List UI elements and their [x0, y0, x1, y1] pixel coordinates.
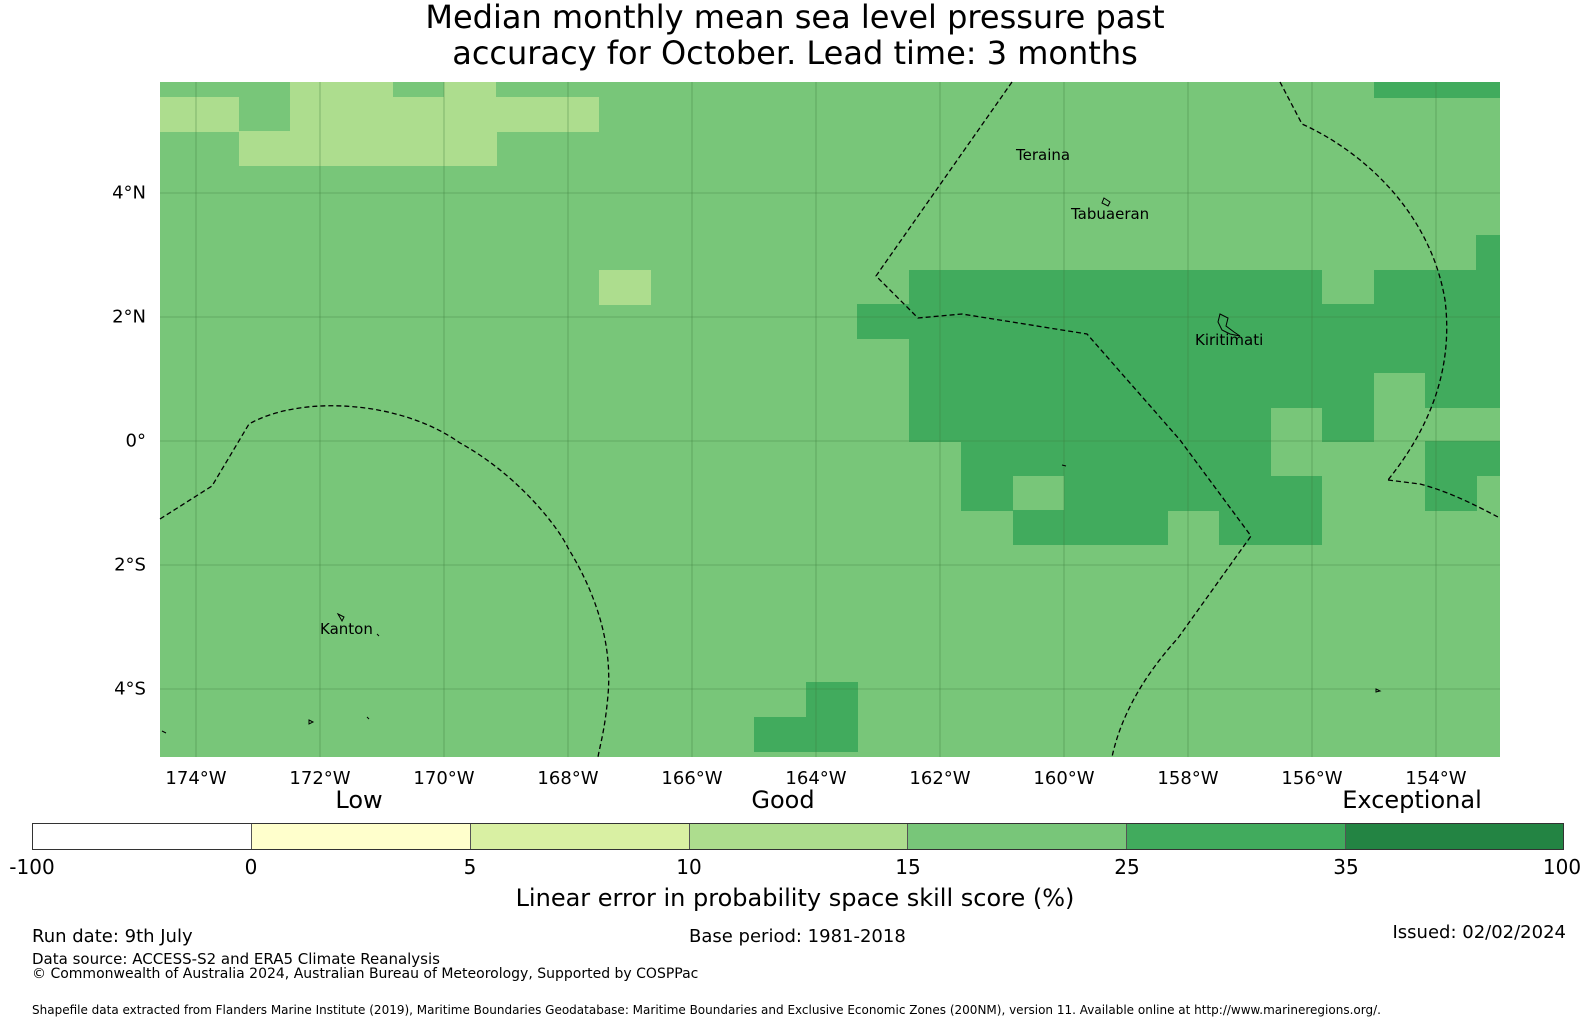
- colorbar-segment: [251, 824, 471, 849]
- colorbar-tick-label: 5: [463, 855, 477, 879]
- chart-title-line-2: accuracy for October. Lead time: 3 month…: [452, 34, 1138, 72]
- island-outlines: [161, 197, 1382, 734]
- colorbar-tick-label: 25: [1114, 855, 1140, 879]
- colorbar-tick-label: 0: [244, 855, 258, 879]
- shapefile-credit: Shapefile data extracted from Flanders M…: [32, 1003, 1381, 1017]
- colorbar-segment: [470, 824, 690, 849]
- colorbar-tick-label: -100: [9, 855, 55, 879]
- x-tick-label: 158°W: [1157, 768, 1219, 789]
- high-skill-cells: [754, 82, 1500, 752]
- place-label-kanton: Kanton: [320, 620, 373, 638]
- y-tick-label: 2°N: [112, 306, 146, 328]
- colorbar-segment: [33, 824, 252, 849]
- x-tick-label: 168°W: [537, 768, 599, 789]
- y-tick-label: 4°S: [114, 678, 146, 700]
- eez-boundaries: [159, 81, 1499, 758]
- colorbar-label: Linear error in probability space skill …: [515, 884, 1075, 912]
- legend-category-low: Low: [335, 786, 383, 814]
- legend-category-exceptional: Exceptional: [1342, 786, 1482, 814]
- chart-title-line-1: Median monthly mean sea level pressure p…: [425, 0, 1165, 36]
- colorbar-segment: [1127, 824, 1347, 849]
- colorbar-segment: [1346, 824, 1564, 849]
- x-tick-label: 164°W: [785, 768, 847, 789]
- x-tick-label: 156°W: [1281, 768, 1343, 789]
- issued-date: Issued: 02/02/2024: [1392, 922, 1566, 943]
- base-period: Base period: 1981-2018: [689, 926, 906, 947]
- colorbar-tick-label: 10: [676, 855, 702, 879]
- colorbar-tick-label: 35: [1333, 855, 1359, 879]
- gridlines: [160, 82, 1500, 757]
- y-tick-label: 4°N: [112, 182, 146, 204]
- data-source: Data source: ACCESS-S2 and ERA5 Climate …: [32, 950, 440, 968]
- place-label-kiritimati: Kiritimati: [1195, 331, 1264, 349]
- colorbar-tick-label: 100: [1542, 855, 1582, 879]
- colorbar: [32, 823, 1564, 850]
- place-label-tabuaeran: Tabuaeran: [1071, 205, 1150, 223]
- x-tick-label: 166°W: [661, 768, 723, 789]
- place-label-teraina: Teraina: [1016, 146, 1071, 164]
- legend-category-good: Good: [751, 786, 815, 814]
- x-tick-label: 154°W: [1405, 768, 1467, 789]
- x-tick-label: 170°W: [413, 768, 475, 789]
- light-skill-cells: [160, 82, 651, 305]
- x-tick-label: 172°W: [289, 768, 351, 789]
- x-tick-label: 160°W: [1033, 768, 1095, 789]
- colorbar-tick-label: 15: [895, 855, 921, 879]
- y-tick-label: 0°: [125, 430, 146, 452]
- x-tick-label: 174°W: [165, 768, 227, 789]
- run-date: Run date: 9th July: [32, 926, 193, 947]
- colorbar-segment: [908, 824, 1128, 849]
- copyright: © Commonwealth of Australia 2024, Austra…: [32, 966, 699, 982]
- map-background: [160, 82, 1500, 757]
- colorbar-segment: [689, 824, 909, 849]
- x-tick-label: 162°W: [909, 768, 971, 789]
- y-tick-label: 2°S: [114, 554, 146, 576]
